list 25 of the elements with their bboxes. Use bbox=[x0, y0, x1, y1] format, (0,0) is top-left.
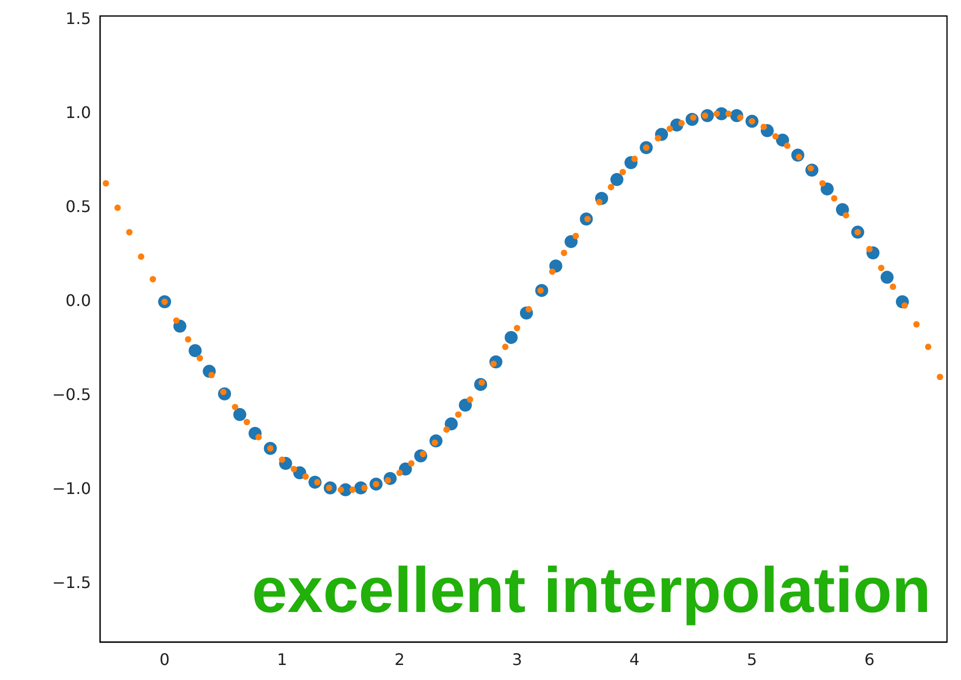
point bbox=[188, 344, 202, 358]
point bbox=[444, 417, 458, 430]
y-tick-label: −1.5 bbox=[52, 572, 91, 592]
point bbox=[504, 330, 518, 344]
x-tick-label: 0 bbox=[160, 650, 170, 669]
annotation: excellent interpolation bbox=[252, 554, 931, 626]
x-tick-label: 1 bbox=[276, 650, 288, 669]
x-tick-label: 6 bbox=[864, 650, 875, 669]
y-tick-label: −1.0 bbox=[52, 478, 91, 498]
point bbox=[233, 408, 246, 422]
y-tick-label: 1.5 bbox=[66, 8, 91, 28]
y-tick-label: −0.5 bbox=[52, 384, 91, 404]
y-tick-label: 0.5 bbox=[66, 196, 91, 216]
point bbox=[836, 203, 849, 216]
x-tick-label: 4 bbox=[629, 650, 640, 669]
point bbox=[458, 398, 472, 412]
point bbox=[610, 173, 624, 186]
point bbox=[880, 270, 894, 284]
y-tick-label: 1.0 bbox=[66, 102, 91, 122]
point bbox=[564, 235, 578, 248]
point bbox=[820, 182, 834, 196]
y-tick-label: 0.0 bbox=[66, 290, 91, 310]
x-tick-label: 5 bbox=[746, 650, 758, 669]
x-tick-label: 3 bbox=[512, 650, 522, 669]
x-tick-label: 2 bbox=[394, 650, 405, 669]
